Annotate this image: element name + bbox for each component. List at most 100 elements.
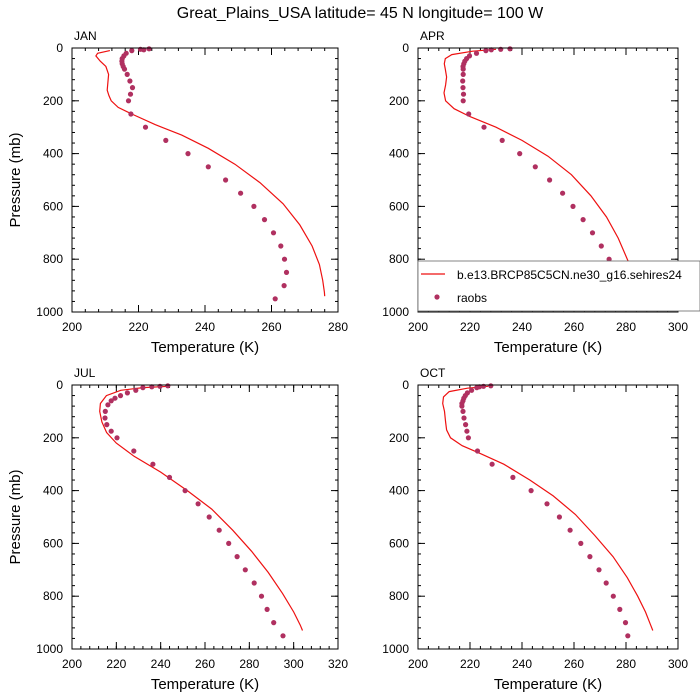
y-tick-label: 800 (389, 252, 409, 266)
legend-model-label: b.e13.BRCP85C5CN.ne30_g16.sehires24 (457, 268, 682, 282)
raobs-point (617, 606, 623, 613)
raobs-point (460, 91, 467, 97)
raobs-point (195, 501, 201, 507)
raobs-point (481, 124, 487, 130)
y-tick-label: 0 (402, 41, 409, 55)
raobs-point (280, 633, 286, 639)
x-tick-label: 220 (106, 657, 126, 671)
raobs-point (580, 217, 586, 223)
x-axis-label: Temperature (K) (151, 676, 259, 693)
panel-oct: OCT 200 220 240 260 280 300 0 200 400 600 800 1000 Te… (382, 366, 688, 693)
plot-frame (71, 384, 339, 650)
raobs-point (272, 296, 278, 302)
raobs-point (125, 98, 132, 104)
raobs-point (129, 48, 135, 54)
raobs-point (258, 593, 265, 599)
raobs-point (463, 422, 469, 428)
raobs-point (133, 387, 139, 393)
legend-obs-label: raobs (457, 291, 487, 305)
x-tick-label: 200 (62, 320, 82, 334)
raobs-point (264, 606, 270, 613)
x-tick-label: 300 (668, 657, 688, 671)
x-tick-label: 280 (616, 657, 636, 671)
x-tick-label: 240 (512, 320, 532, 334)
raobs-point (460, 71, 466, 77)
raobs-point (165, 383, 171, 389)
x-tick-label: 200 (62, 657, 82, 671)
raobs-point (131, 448, 137, 454)
y-tick-label: 800 (43, 589, 63, 603)
raobs-point (112, 395, 118, 401)
y-tick-label: 400 (43, 484, 63, 498)
raobs-point (473, 50, 480, 56)
raobs-point (124, 390, 130, 396)
x-axis-label: Temperature (K) (494, 339, 602, 356)
raobs-point (108, 398, 114, 404)
y-tick-label: 200 (389, 431, 409, 445)
raobs-point (474, 448, 481, 454)
model-profile-line (99, 385, 304, 631)
panel-jul: JUL 200 220 240 260 280 300 320 0 200 400 600 800 100… (7, 366, 348, 693)
y-tick-label: 200 (43, 431, 63, 445)
panel-title: OCT (420, 366, 446, 380)
raobs-point (216, 527, 222, 533)
figure-title: Great_Plains_USA latitude= 45 N longitud… (177, 5, 544, 22)
raobs-point (157, 383, 163, 389)
x-tick-label: 240 (195, 320, 215, 334)
raobs-point (226, 540, 232, 547)
y-tick-label: 1000 (36, 305, 63, 319)
raobs-point (460, 408, 466, 414)
raobs-point (507, 46, 513, 52)
raobs-point (251, 203, 257, 209)
raobs-point (567, 527, 573, 533)
legend-box (417, 260, 700, 312)
raobs-point (460, 66, 466, 72)
raobs-point (528, 488, 534, 494)
raobs-point (283, 269, 290, 275)
y-tick-label: 1000 (382, 642, 409, 656)
raobs-point (598, 243, 604, 249)
y-tick-label: 0 (56, 41, 63, 55)
raobs-point (223, 177, 229, 183)
panel-title: JAN (74, 29, 97, 43)
raobs-point (127, 78, 133, 84)
y-tick-label: 800 (43, 252, 63, 266)
raobs-point (146, 46, 152, 52)
x-tick-label: 300 (668, 320, 688, 334)
raobs-point (278, 243, 284, 249)
panel-title: APR (420, 29, 445, 43)
raobs-point (622, 620, 629, 626)
raobs-point (517, 151, 523, 157)
raobs-point (460, 85, 466, 91)
raobs-point (117, 393, 124, 399)
raobs-point (238, 190, 244, 196)
raobs-point (128, 111, 134, 117)
raobs-point (464, 428, 470, 434)
raobs-point (578, 540, 584, 547)
y-tick-label: 200 (389, 94, 409, 108)
raobs-point (596, 567, 602, 573)
raobs-point (104, 422, 110, 428)
raobs-point (140, 385, 146, 391)
panel-jan: JAN 200 220 240 260 280 0 200 400 600 800 1000 Tempe… (7, 29, 348, 356)
raobs-point (466, 111, 472, 117)
y-tick-label: 0 (56, 378, 63, 392)
raobs-point (121, 66, 128, 72)
legend-obs-swatch (434, 294, 440, 300)
raobs-point (465, 435, 471, 441)
x-tick-label: 320 (328, 657, 348, 671)
raobs-point (483, 48, 489, 54)
raobs-point (603, 580, 609, 586)
raobs-point (461, 415, 467, 421)
y-axis-label: Pressure (mb) (7, 132, 24, 227)
raobs-point (547, 177, 553, 183)
raobs-point (489, 461, 495, 467)
raobs-point (205, 164, 211, 170)
raobs-point (108, 428, 114, 434)
raobs-point (142, 124, 149, 130)
x-axis-label: Temperature (K) (494, 676, 602, 693)
model-profile-line (95, 50, 326, 297)
y-tick-label: 400 (43, 147, 63, 161)
x-tick-label: 220 (128, 320, 148, 334)
